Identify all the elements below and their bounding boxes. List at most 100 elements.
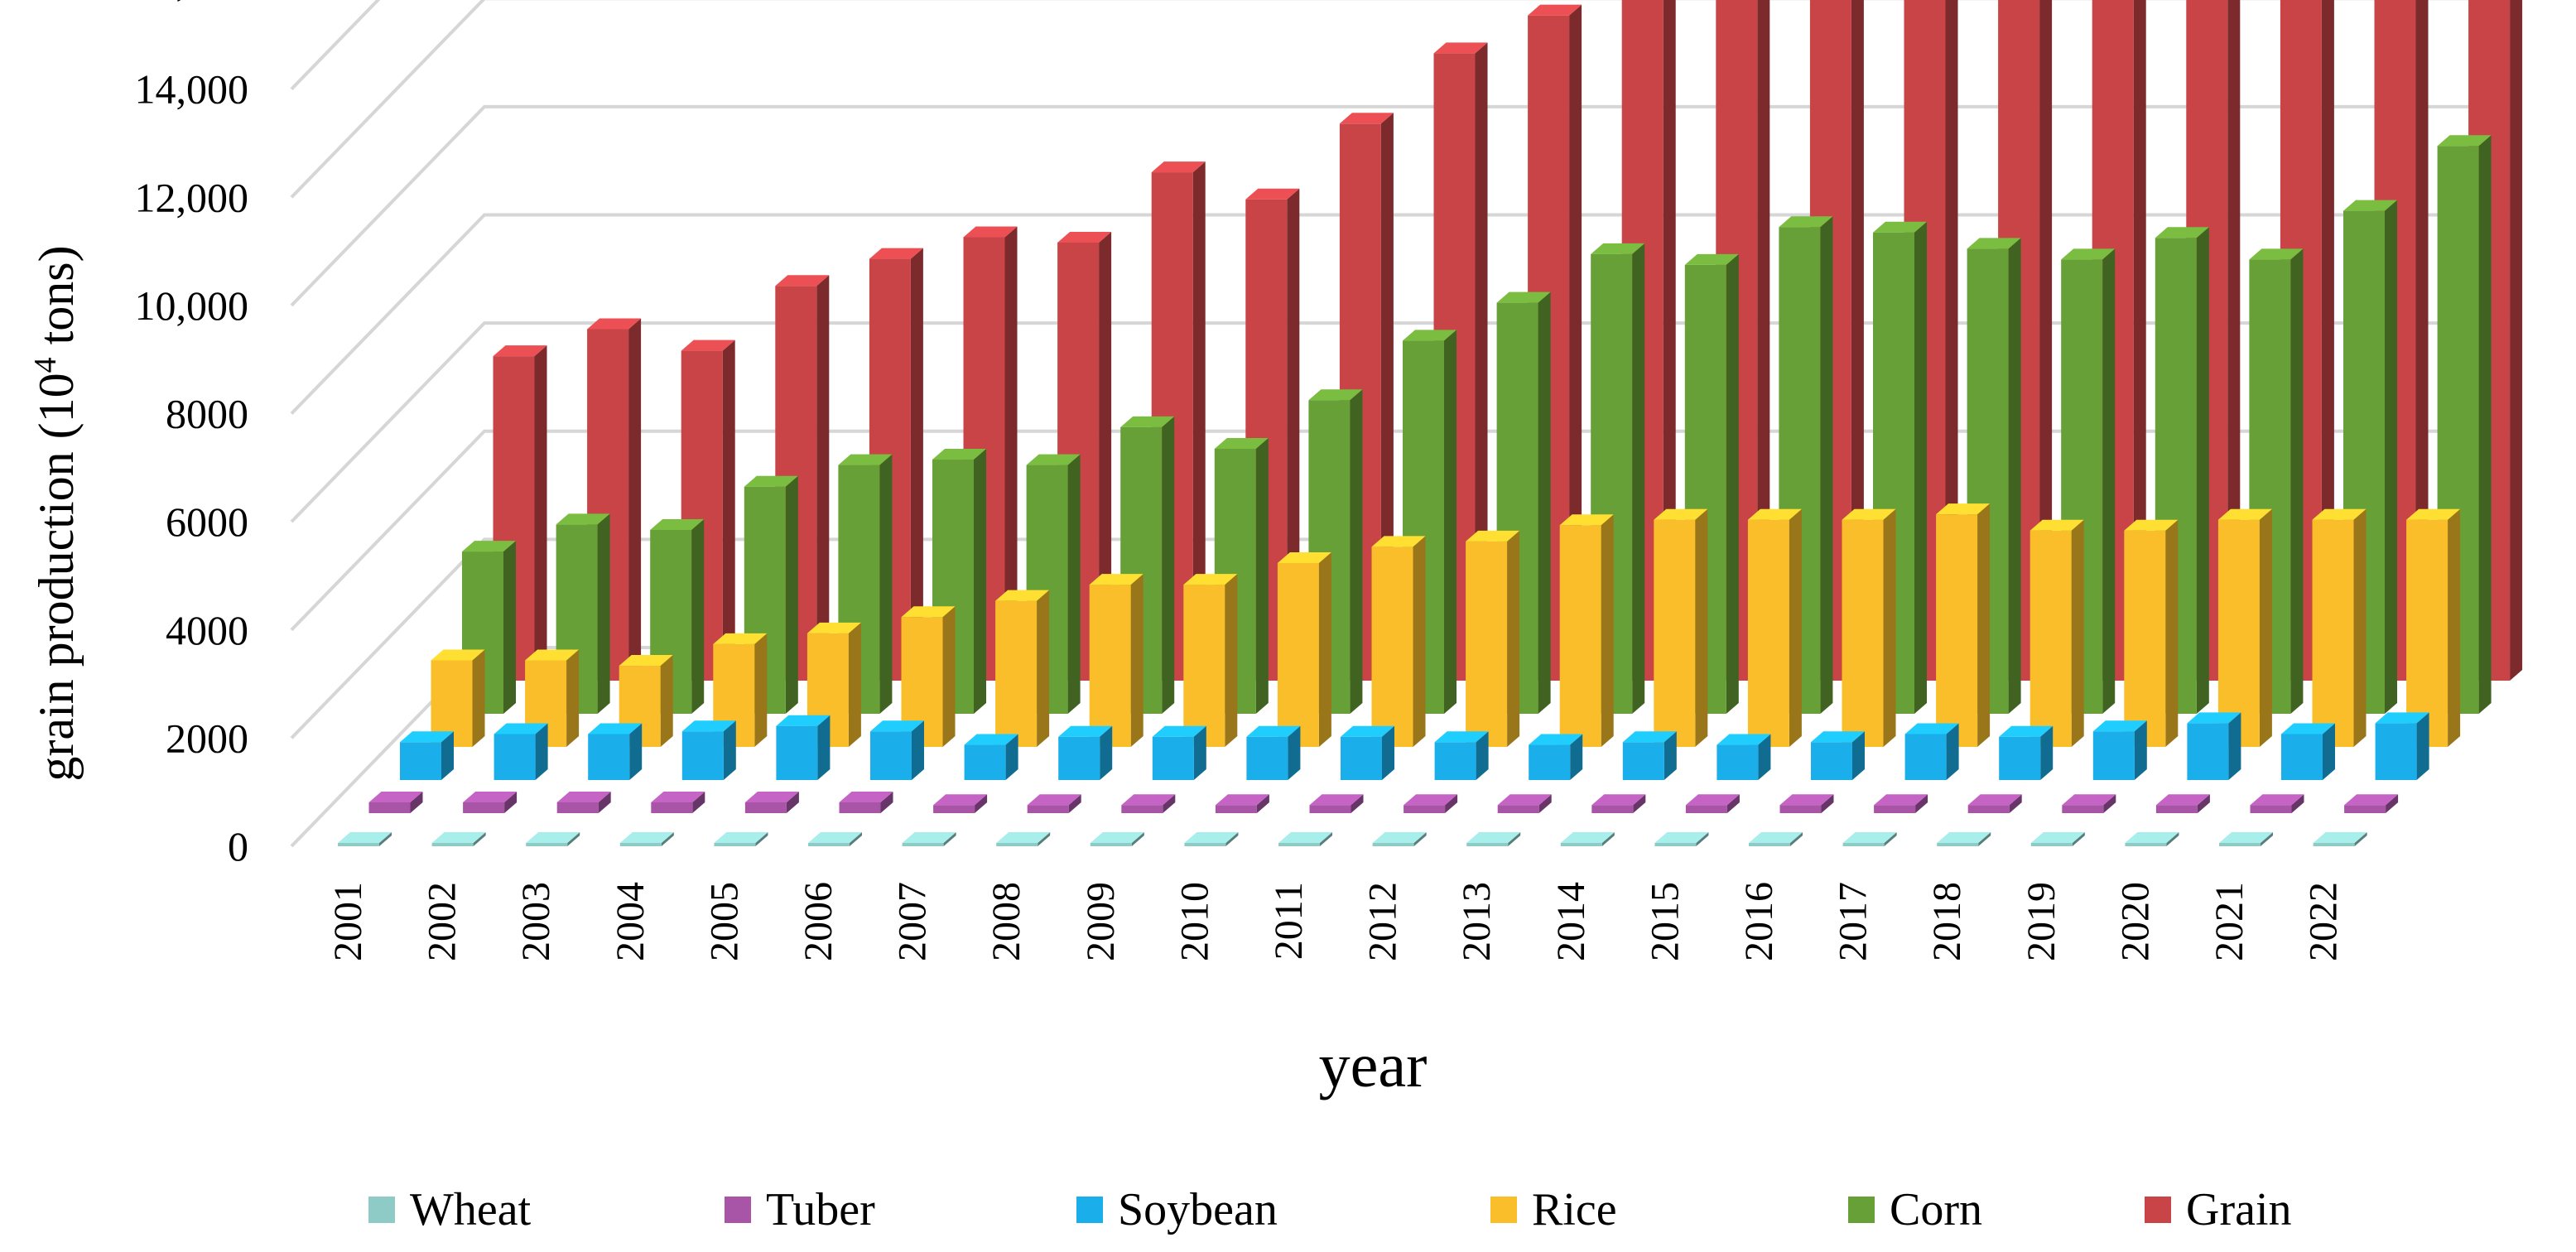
bar-tuber-2010 (1215, 794, 1269, 813)
bar-rice-2008 (1089, 574, 1144, 747)
y-tick-label: 4000 (166, 607, 248, 653)
bar-wheat-2013 (1466, 832, 1521, 846)
bar-wheat-2009 (1090, 832, 1144, 846)
bar-tuber-2016 (1779, 794, 1834, 813)
x-tick-label: 2020 (2113, 882, 2157, 961)
bar-wheat-2015 (1654, 832, 1709, 846)
y-tick-label: 2000 (166, 715, 248, 761)
bar-wheat-2003 (526, 832, 580, 846)
bar-rice-2011 (1371, 536, 1426, 747)
bar-wheat-2002 (431, 832, 486, 846)
bar-corn-2003 (650, 518, 705, 714)
x-tick-label: 2007 (891, 882, 935, 961)
x-tick-label: 2012 (1361, 882, 1405, 961)
series-rice (431, 503, 2461, 747)
bar-tuber-2022 (2344, 794, 2399, 813)
bar-rice-2020 (2217, 508, 2272, 747)
x-tick-label: 2006 (797, 882, 840, 961)
bar-soybean-2012 (1434, 731, 1489, 780)
series-soybean (400, 712, 2429, 780)
x-tick-label: 2015 (1643, 882, 1687, 961)
bar-soybean-2014 (1622, 731, 1677, 780)
legend-label: Tuber (766, 1184, 875, 1235)
series-wheat (338, 832, 2367, 846)
x-tick-label: 2005 (702, 882, 746, 961)
legend-item-wheat: Wheat (368, 1184, 532, 1235)
bar-tuber-2005 (744, 791, 799, 813)
x-tick-label: 2022 (2302, 882, 2346, 961)
x-tick-label: 2016 (1737, 882, 1781, 961)
bar-rice-2014 (1654, 508, 1708, 747)
bar-tuber-2007 (933, 794, 988, 813)
bar-wheat-2011 (1278, 832, 1332, 846)
bar-wheat-2018 (1937, 832, 1991, 846)
bar-soybean-2011 (1341, 725, 1394, 780)
legend-label: Soybean (1118, 1184, 1278, 1235)
bar-wheat-2010 (1184, 832, 1239, 846)
bar-tuber-2002 (463, 791, 518, 813)
bar-rice-2010 (1277, 551, 1331, 747)
bar-tuber-2012 (1404, 794, 1458, 813)
x-tick-label: 2010 (1172, 882, 1216, 961)
bar-soybean-2020 (2187, 712, 2241, 780)
x-tick-label: 2011 (1267, 882, 1311, 960)
bar-wheat-2001 (338, 832, 392, 846)
bar-rice-2007 (995, 590, 1050, 747)
bar-tuber-2019 (2062, 794, 2116, 813)
legend-swatch (1076, 1197, 1103, 1223)
x-tick-label: 2003 (514, 882, 558, 961)
y-tick-label: 12,000 (135, 174, 249, 220)
bar-tuber-2001 (368, 791, 423, 813)
gridlines (290, 0, 2517, 848)
bar-soybean-2009 (1152, 725, 1206, 780)
series-tuber (368, 791, 2399, 813)
bar-wheat-2017 (1842, 832, 1897, 846)
bar-wheat-2005 (714, 832, 768, 846)
y-tick-label: 8000 (166, 391, 248, 437)
bar-soybean-2022 (2375, 712, 2429, 780)
x-tick-label: 2004 (609, 882, 652, 961)
bar-tuber-2009 (1121, 794, 1176, 813)
bar-wheat-2019 (2030, 832, 2085, 846)
legend-label: Wheat (410, 1184, 532, 1235)
bar-tuber-2018 (1967, 794, 2022, 813)
legend-label: Corn (1890, 1184, 1982, 1235)
bar-wheat-2021 (2219, 832, 2273, 846)
legend: Wheat Tuber Soybean Rice Corn Grain (368, 1184, 2292, 1235)
legend-swatch (2145, 1197, 2171, 1223)
x-tick-label: 2009 (1079, 882, 1123, 961)
bar-tuber-2014 (1591, 794, 1646, 813)
x-tick-label: 2021 (2208, 882, 2251, 961)
legend-item-corn: Corn (1848, 1184, 1982, 1235)
x-tick-label: 2019 (2020, 882, 2063, 961)
bar-soybean-2017 (1904, 723, 1959, 780)
bar-soybean-2006 (870, 720, 924, 780)
bar-rice-2012 (1466, 530, 1520, 747)
y-axis-title: grain production (104 tons) (28, 245, 84, 781)
x-tick-label: 2001 (326, 882, 370, 961)
bar-wheat-2006 (808, 832, 862, 846)
legend-swatch (1490, 1197, 1517, 1223)
bar-soybean-2016 (1811, 731, 1865, 780)
bar-tuber-2011 (1309, 794, 1364, 813)
x-tick-label: 2008 (985, 882, 1028, 961)
y-tick-label: 6000 (166, 498, 248, 545)
bar-rice-2019 (2124, 519, 2179, 747)
y-tick-label: 16,000 (135, 0, 249, 4)
bar-rice-2017 (1936, 503, 1991, 747)
gridline-7 (290, 0, 381, 91)
bar-tuber-2015 (1685, 794, 1740, 813)
x-tick-label: 2017 (1832, 882, 1875, 961)
legend-label: Grain (2186, 1184, 2292, 1235)
bar-soybean-2004 (681, 720, 736, 780)
bar-rice-2022 (2406, 508, 2461, 747)
bars (338, 0, 2523, 846)
bar-tuber-2008 (1027, 794, 1081, 813)
bar-soybean-2001 (400, 731, 454, 780)
bar-wheat-2008 (996, 832, 1051, 846)
bar-soybean-2015 (1717, 734, 1771, 780)
bar-wheat-2012 (1372, 832, 1427, 846)
legend-swatch (725, 1197, 751, 1223)
x-tick-label: 2014 (1549, 882, 1593, 961)
